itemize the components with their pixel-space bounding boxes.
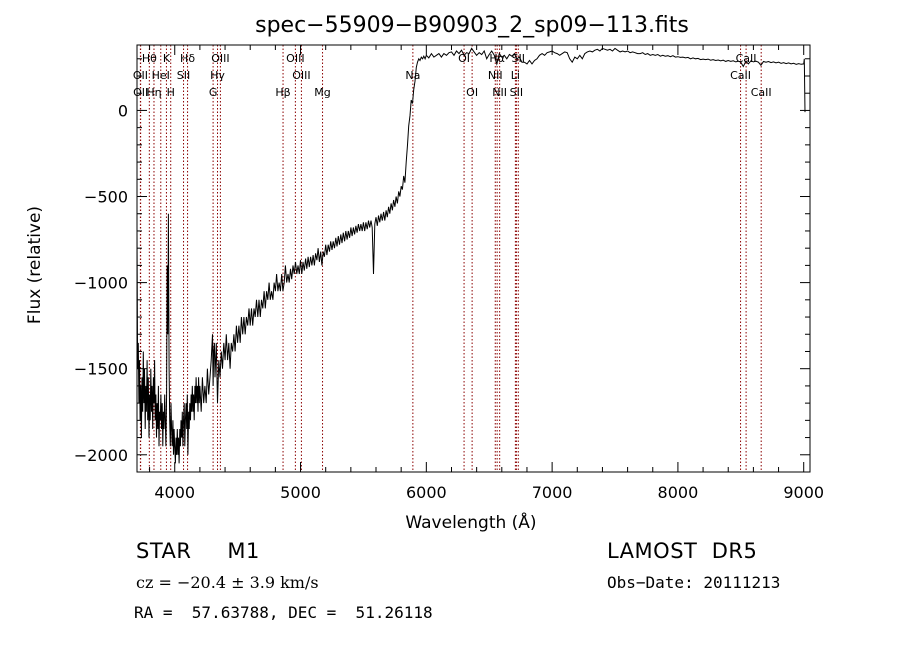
line-label: CaII xyxy=(751,86,772,99)
y-tick-label: −1000 xyxy=(74,274,128,293)
line-label: Mg xyxy=(314,86,330,99)
line-label: Li xyxy=(511,69,520,82)
line-label: NII xyxy=(492,86,507,99)
y-tick-label: 0 xyxy=(118,101,128,120)
y-tick-label: −1500 xyxy=(74,360,128,379)
line-label: SII xyxy=(177,69,190,82)
emission-lines xyxy=(139,45,762,472)
line-label: CaII xyxy=(730,69,751,82)
line-label: H xyxy=(167,86,175,99)
line-label: Hθ xyxy=(142,52,157,65)
observation-date: Obs−Date: 20111213 xyxy=(607,573,781,592)
axis-ticks xyxy=(137,45,810,472)
x-axis-label: Wavelength (Å) xyxy=(405,511,536,533)
y-tick-labels: 0 −500 −1000 −1500 −2000 xyxy=(74,101,128,464)
line-label: HeI xyxy=(152,69,170,82)
x-tick-label: 4000 xyxy=(154,483,195,502)
line-label: Hγ xyxy=(210,69,225,82)
line-label: Na xyxy=(405,69,420,82)
x-tick-label: 9000 xyxy=(783,483,824,502)
line-label: Hδ xyxy=(180,52,195,65)
line-label: K xyxy=(163,52,171,65)
line-label: CaII xyxy=(736,52,757,65)
line-label: Hβ xyxy=(275,86,290,99)
x-tick-label: 5000 xyxy=(280,483,321,502)
line-label: NII xyxy=(488,69,503,82)
redshift-velocity: cz = −20.4 ± 3.9 km/s xyxy=(136,573,319,592)
y-tick-label: −2000 xyxy=(74,446,128,465)
line-label: Hη xyxy=(146,86,161,99)
x-tick-label: 8000 xyxy=(658,483,699,502)
line-label: OIII xyxy=(286,52,304,65)
coordinates: RA = 57.63788, DEC = 51.26118 xyxy=(134,603,433,622)
y-axis-label: Flux (relative) xyxy=(25,206,45,324)
line-label: OI xyxy=(466,86,478,99)
line-label: SII xyxy=(510,86,523,99)
object-class: STAR M1 xyxy=(136,539,260,563)
x-tick-label: 6000 xyxy=(406,483,447,502)
x-tick-labels: 4000 5000 6000 7000 8000 9000 xyxy=(154,483,824,502)
spectrum-line xyxy=(136,47,806,464)
survey-name: LAMOST DR5 xyxy=(607,539,758,563)
plot-frame xyxy=(136,44,811,473)
chart-title: spec−55909−B90903_2_sp09−113.fits xyxy=(255,13,689,38)
line-label: OIII xyxy=(211,52,229,65)
line-label: G xyxy=(209,86,218,99)
x-tick-label: 7000 xyxy=(532,483,573,502)
line-label: OIII xyxy=(292,69,310,82)
y-tick-label: −500 xyxy=(84,188,128,207)
line-label: OI xyxy=(458,52,470,65)
